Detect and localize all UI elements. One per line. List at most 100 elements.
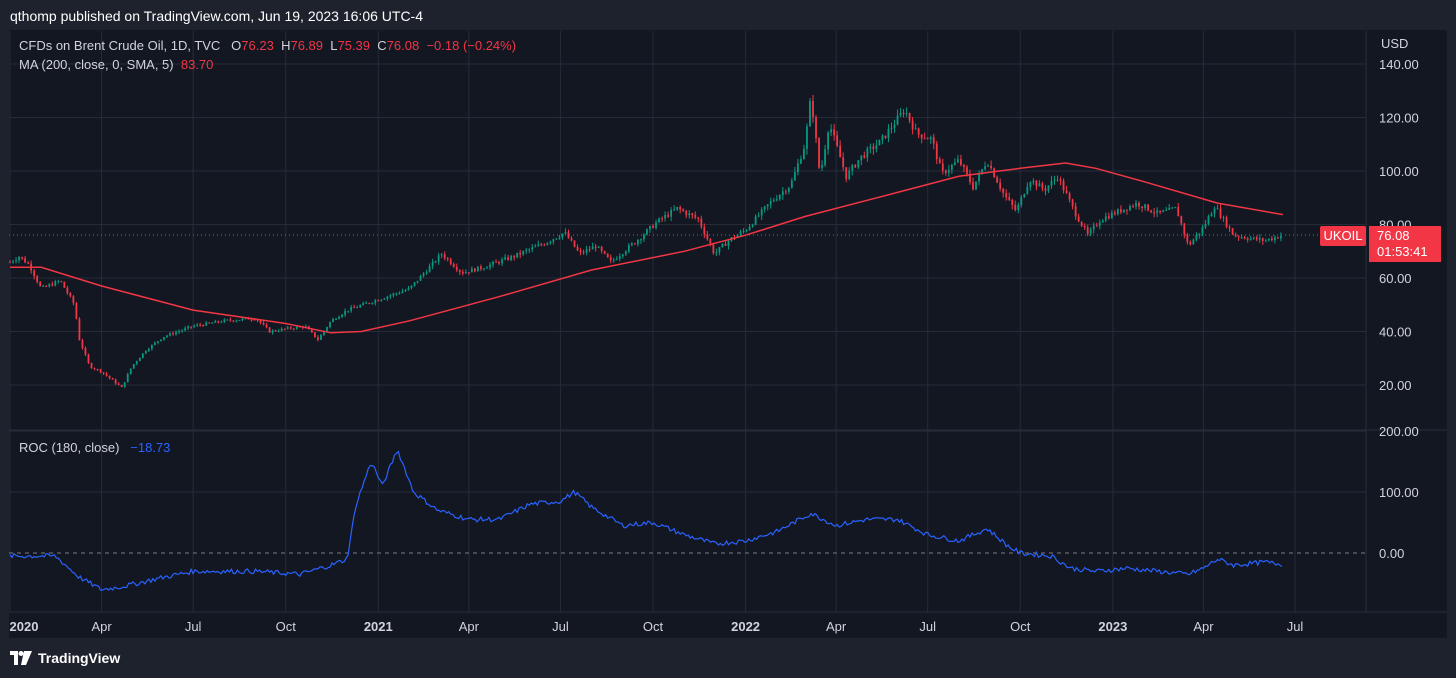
symbol-description[interactable]: CFDs on Brent Crude Oil, 1D, TVC: [19, 38, 221, 53]
candle: [809, 100, 811, 127]
candle: [398, 293, 401, 295]
candle: [235, 320, 238, 322]
roc-legend[interactable]: ROC (180, close) −18.73: [19, 440, 170, 455]
candle: [1174, 207, 1177, 209]
ma-line: [10, 162, 1284, 334]
candle: [1126, 209, 1128, 211]
candle: [51, 284, 54, 286]
currency-label: USD: [1381, 36, 1408, 51]
candle: [778, 195, 781, 200]
price-tick-label: 40.00: [1379, 325, 1412, 340]
candle: [1165, 209, 1168, 211]
candle: [957, 159, 959, 163]
candle: [763, 206, 766, 210]
candle: [824, 149, 826, 165]
time-tick-label: Jul: [919, 619, 936, 634]
candle: [338, 316, 340, 319]
candle: [537, 244, 540, 247]
candle: [147, 348, 150, 352]
candle: [920, 134, 923, 139]
candle: [1071, 199, 1074, 207]
candle: [413, 282, 416, 286]
candle: [289, 327, 292, 329]
candle: [941, 163, 944, 171]
candle: [69, 293, 72, 297]
time-tick-label: Jul: [552, 619, 569, 634]
candle: [812, 100, 814, 118]
candle: [1014, 204, 1017, 210]
candle: [353, 307, 356, 309]
candle: [1059, 179, 1062, 181]
candle: [1216, 208, 1219, 210]
candle: [42, 286, 45, 288]
candle: [1104, 216, 1107, 221]
candle: [1273, 237, 1276, 241]
candle: [12, 261, 14, 263]
candle: [851, 165, 854, 171]
candle: [618, 256, 621, 259]
ma-legend[interactable]: MA (200, close, 0, SMA, 5) 83.70: [19, 57, 213, 72]
candle: [833, 129, 836, 136]
candle: [422, 273, 425, 276]
candle: [944, 170, 947, 173]
candle: [1249, 238, 1252, 240]
candle: [271, 330, 274, 333]
candle: [854, 165, 857, 168]
candle: [419, 275, 422, 281]
time-tick-label: Apr: [91, 619, 112, 634]
candle: [111, 378, 114, 380]
candle: [739, 231, 742, 235]
bar-countdown: 01:53:41: [1377, 244, 1428, 259]
candle: [558, 237, 561, 239]
candle: [1162, 210, 1165, 213]
candle: [1089, 229, 1092, 234]
candle: [682, 209, 685, 212]
candle: [172, 333, 174, 335]
candle: [45, 286, 48, 288]
candle: [347, 310, 350, 312]
published-info: qthomp published on TradingView.com, Jun…: [10, 8, 423, 24]
candle: [1107, 216, 1110, 219]
candle: [1047, 185, 1050, 191]
candle: [220, 322, 223, 324]
candle: [1041, 183, 1044, 189]
candle: [911, 120, 914, 130]
candle: [643, 234, 645, 240]
candle: [667, 215, 669, 217]
chart-frame[interactable]: [9, 30, 1447, 638]
candle: [1237, 236, 1240, 238]
candle: [1080, 221, 1083, 226]
candle: [655, 222, 657, 228]
candle: [229, 319, 232, 321]
candle: [1017, 205, 1020, 210]
candle: [326, 327, 328, 331]
candle: [1132, 206, 1134, 208]
candle: [141, 353, 144, 358]
candle: [428, 266, 431, 273]
candle: [896, 115, 899, 125]
footer[interactable]: TradingView: [10, 650, 120, 666]
candle: [102, 372, 105, 374]
candle: [87, 354, 90, 364]
candle: [371, 302, 374, 304]
candle: [238, 320, 241, 322]
candle: [461, 271, 464, 274]
candle: [600, 246, 603, 251]
candle: [652, 225, 654, 228]
candle: [129, 368, 132, 375]
candle: [987, 165, 989, 167]
candle: [21, 257, 23, 259]
candle: [990, 165, 993, 169]
candle: [1222, 217, 1225, 219]
close-label: C: [377, 38, 387, 53]
high-value: 76.89: [290, 38, 324, 53]
candle: [1171, 207, 1174, 209]
candle: [1074, 206, 1077, 217]
candle: [926, 138, 929, 140]
candle: [905, 113, 908, 115]
low-label: L: [330, 38, 338, 53]
candle: [1270, 238, 1273, 241]
candle: [193, 325, 196, 328]
candle: [1258, 238, 1261, 240]
